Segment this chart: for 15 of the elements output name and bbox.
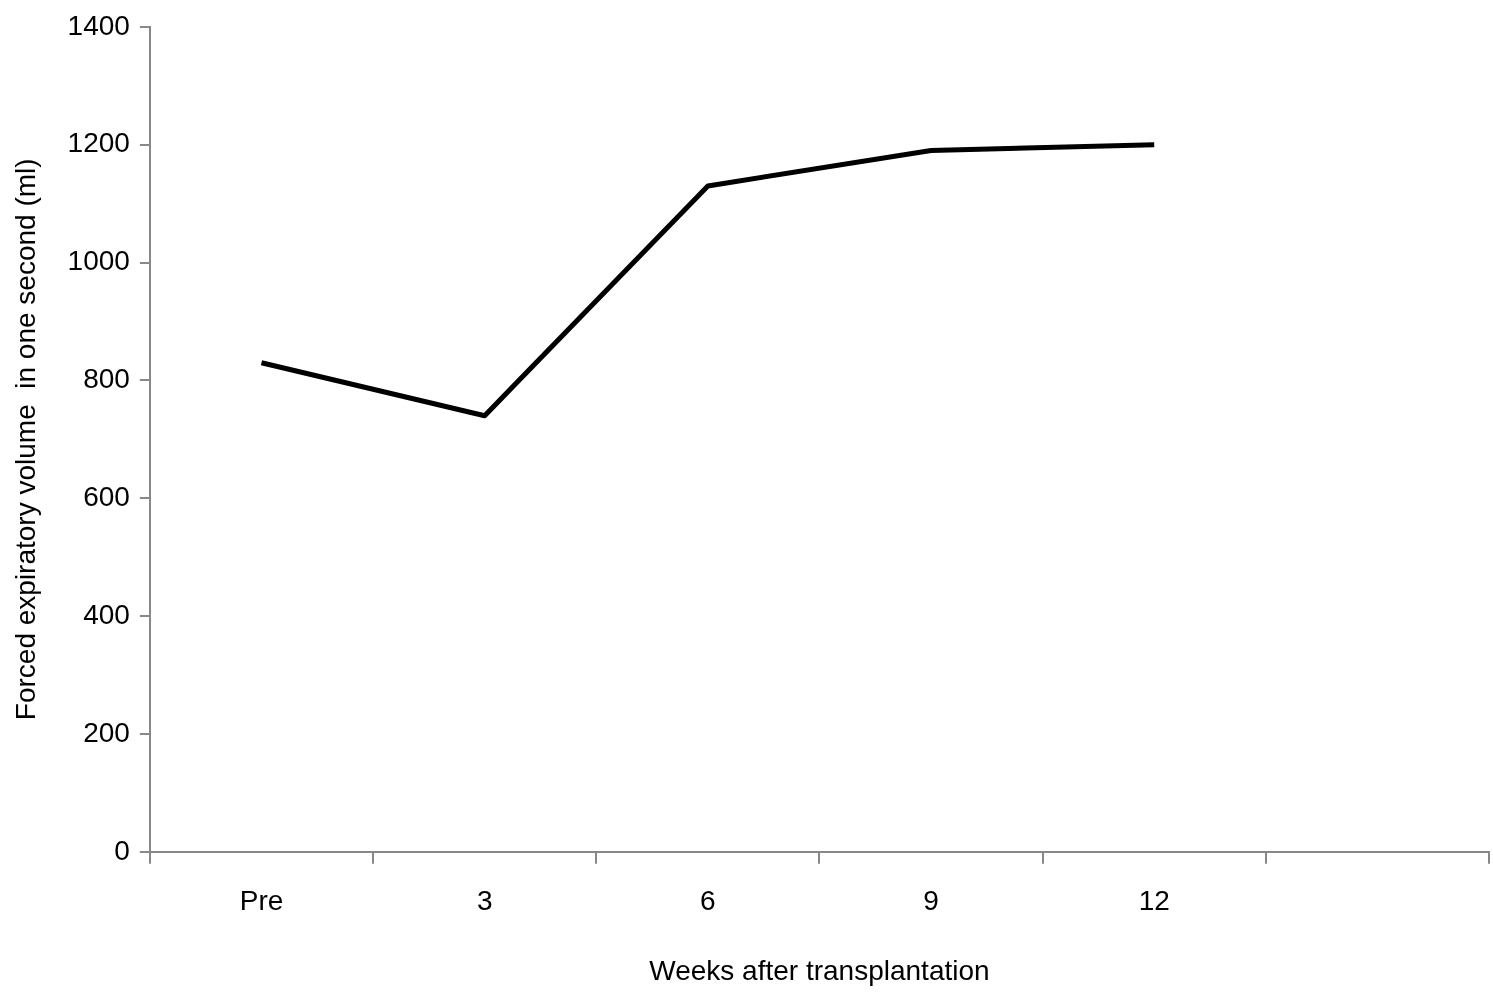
y-tick-label: 400 <box>83 598 130 630</box>
x-axis-title: Weeks after transplantation <box>649 954 990 986</box>
y-tick-label: 0 <box>114 834 130 866</box>
x-tick-label: Pre <box>239 885 284 917</box>
x-tick-label: 9 <box>923 885 939 917</box>
y-tick-label: 600 <box>83 480 130 512</box>
x-tick-label: 12 <box>1138 885 1170 917</box>
y-tick-label: 1400 <box>67 9 130 41</box>
y-tick-label: 1200 <box>67 127 130 159</box>
x-tick-label: 3 <box>476 885 493 917</box>
y-axis-title: Forced expiratory volume in one second (ml) <box>9 158 41 721</box>
y-tick-label: 800 <box>83 363 130 395</box>
y-tick-label: 1000 <box>67 245 130 277</box>
x-tick-label: 6 <box>700 885 716 917</box>
y-tick-label: 200 <box>83 716 130 748</box>
